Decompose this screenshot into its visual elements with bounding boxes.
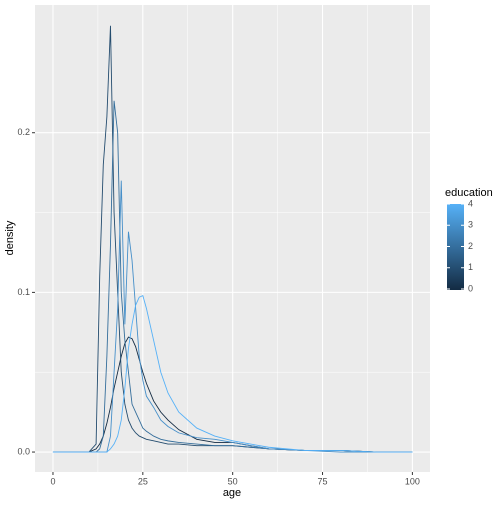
y-axis-title: density xyxy=(4,220,16,255)
legend-tick-label: 1 xyxy=(468,262,473,272)
x-tick-label: 25 xyxy=(138,476,148,486)
x-tick-label: 100 xyxy=(405,476,420,486)
x-tick-label: 50 xyxy=(228,476,238,486)
density-line xyxy=(52,294,413,453)
legend-title: education xyxy=(445,187,493,199)
legend-tick-label: 0 xyxy=(468,283,473,293)
legend-tick-label: 2 xyxy=(468,241,473,251)
y-tick-label: 0.0 xyxy=(17,446,30,456)
x-tick-label: 75 xyxy=(318,476,328,486)
density-line xyxy=(52,100,413,453)
x-axis-title: age xyxy=(223,487,241,499)
legend-tick-label: 4 xyxy=(468,198,473,208)
y-tick-label: 0.2 xyxy=(17,127,30,137)
x-tick-label: 0 xyxy=(50,476,55,486)
colorbar xyxy=(447,204,464,290)
y-tick-label: 0.1 xyxy=(17,287,30,297)
legend-tick-label: 3 xyxy=(468,220,473,230)
